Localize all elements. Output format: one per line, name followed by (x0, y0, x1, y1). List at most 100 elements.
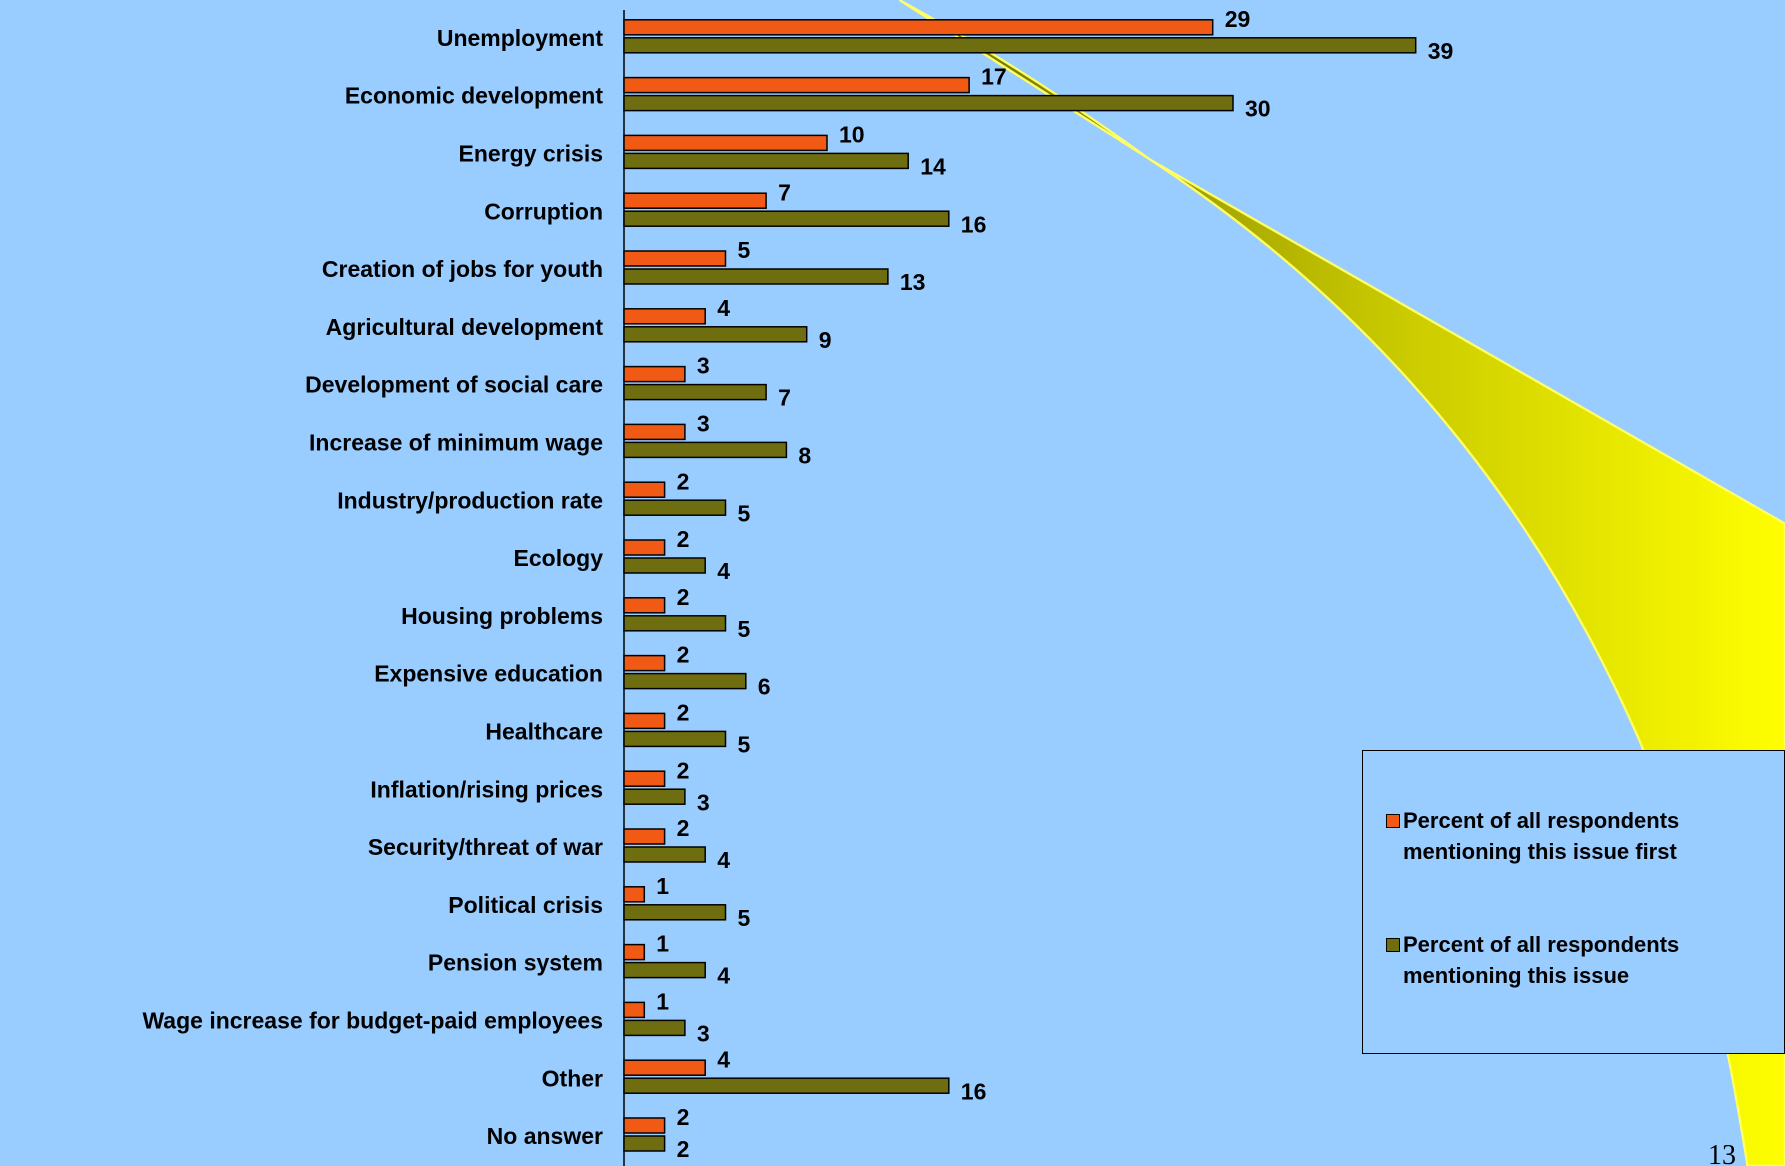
value-label: 2 (677, 1104, 690, 1130)
legend-label: Percent of all respondents mentioning th… (1403, 932, 1679, 988)
bar (624, 367, 685, 382)
value-label: 17 (981, 64, 1007, 90)
bar (624, 789, 685, 804)
category-label: Inflation/rising prices (370, 776, 603, 802)
category-label: Development of social care (305, 372, 603, 398)
value-label: 4 (717, 1046, 730, 1072)
bar (624, 713, 665, 728)
bar (624, 500, 726, 515)
bar (624, 847, 705, 862)
category-label: Ecology (514, 545, 604, 571)
value-label: 30 (1245, 96, 1271, 122)
value-label: 6 (758, 674, 771, 700)
bar (624, 540, 665, 555)
value-label: 5 (738, 500, 751, 526)
bar (624, 731, 726, 746)
value-label: 5 (738, 616, 751, 642)
legend-swatch (1386, 814, 1400, 828)
slide-number: 13 (1708, 1140, 1736, 1166)
bar (624, 211, 949, 226)
value-label: 9 (819, 327, 832, 353)
category-label: Creation of jobs for youth (322, 256, 603, 282)
bar (624, 96, 1233, 111)
value-label: 1 (656, 988, 669, 1014)
bar (624, 829, 665, 844)
value-label: 2 (677, 815, 690, 841)
bar (624, 251, 726, 266)
category-label: Industry/production rate (337, 487, 603, 513)
value-label: 8 (798, 442, 811, 468)
category-label: Increase of minimum wage (309, 429, 603, 455)
value-label: 7 (778, 385, 791, 411)
bar (624, 1020, 685, 1035)
value-label: 16 (961, 1078, 987, 1104)
value-label: 3 (697, 410, 710, 436)
category-label: Corruption (484, 198, 603, 224)
legend: Percent of all respondents mentioning th… (1362, 750, 1785, 1054)
value-label: 2 (677, 468, 690, 494)
category-label: Economic development (345, 83, 604, 109)
value-label: 4 (717, 847, 730, 873)
bar (624, 674, 746, 689)
value-label: 16 (961, 211, 987, 237)
bar (624, 269, 888, 284)
bar (624, 1078, 949, 1093)
category-label: Agricultural development (326, 314, 604, 340)
bar (624, 327, 807, 342)
bar (624, 153, 908, 168)
bar (624, 442, 786, 457)
bar (624, 887, 644, 902)
category-label: Wage increase for budget-paid employees (142, 1007, 603, 1033)
value-label: 2 (677, 699, 690, 725)
value-label: 4 (717, 558, 730, 584)
bar (624, 309, 705, 324)
bar (624, 38, 1416, 53)
value-label: 4 (717, 295, 730, 321)
bar (624, 1118, 665, 1133)
bar (624, 656, 665, 671)
bar (624, 616, 726, 631)
legend-swatch (1386, 938, 1400, 952)
bar (624, 1002, 644, 1017)
value-label: 5 (738, 731, 751, 757)
value-label: 3 (697, 353, 710, 379)
bar (624, 1136, 665, 1151)
value-label: 2 (677, 526, 690, 552)
value-label: 39 (1428, 38, 1454, 64)
bar (624, 771, 665, 786)
bar (624, 78, 969, 93)
value-label: 14 (920, 153, 946, 179)
category-label: Pension system (428, 950, 603, 976)
value-label: 1 (656, 931, 669, 957)
value-label: 3 (697, 789, 710, 815)
value-label: 1 (656, 873, 669, 899)
value-label: 2 (677, 584, 690, 610)
bar (624, 193, 766, 208)
bar (624, 385, 766, 400)
category-label: Political crisis (448, 892, 603, 918)
value-label: 3 (697, 1020, 710, 1046)
legend-label: Percent of all respondents mentioning th… (1403, 808, 1679, 864)
category-label: Healthcare (485, 718, 603, 744)
bar (624, 20, 1213, 35)
legend-entry: Percent of all respondents mentioning th… (1403, 929, 1753, 991)
category-label: Energy crisis (459, 140, 603, 166)
bar (624, 558, 705, 573)
value-label: 5 (738, 237, 751, 263)
legend-entry: Percent of all respondents mentioning th… (1403, 805, 1753, 867)
category-label: Other (542, 1065, 603, 1091)
bar (624, 424, 685, 439)
value-label: 29 (1225, 6, 1251, 32)
slide: Unemployment2939Economic development1730… (0, 0, 1785, 1166)
bar (624, 963, 705, 978)
bar (624, 135, 827, 150)
category-label: Security/threat of war (368, 834, 603, 860)
category-label: Housing problems (401, 603, 603, 629)
category-label: Unemployment (437, 25, 603, 51)
value-label: 7 (778, 179, 791, 205)
value-label: 4 (717, 963, 730, 989)
bar (624, 945, 644, 960)
bar (624, 482, 665, 497)
value-label: 2 (677, 642, 690, 668)
category-label: No answer (487, 1123, 603, 1149)
